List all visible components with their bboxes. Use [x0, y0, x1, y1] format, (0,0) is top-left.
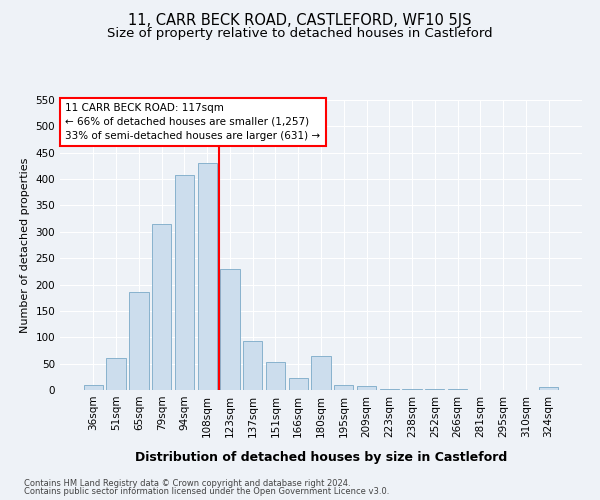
Bar	[334, 384, 353, 390]
Bar	[106, 358, 126, 390]
Bar	[129, 292, 149, 390]
Text: 11 CARR BECK ROAD: 117sqm
← 66% of detached houses are smaller (1,257)
33% of se: 11 CARR BECK ROAD: 117sqm ← 66% of detac…	[65, 103, 320, 141]
Bar	[197, 164, 217, 390]
Bar	[84, 384, 103, 390]
Bar	[539, 388, 558, 390]
Text: 11, CARR BECK ROAD, CASTLEFORD, WF10 5JS: 11, CARR BECK ROAD, CASTLEFORD, WF10 5JS	[128, 12, 472, 28]
Text: Distribution of detached houses by size in Castleford: Distribution of detached houses by size …	[135, 451, 507, 464]
Text: Contains HM Land Registry data © Crown copyright and database right 2024.: Contains HM Land Registry data © Crown c…	[24, 478, 350, 488]
Text: Contains public sector information licensed under the Open Government Licence v3: Contains public sector information licen…	[24, 487, 389, 496]
Bar	[220, 268, 239, 390]
Bar	[311, 356, 331, 390]
Bar	[289, 378, 308, 390]
Bar	[175, 176, 194, 390]
Bar	[357, 386, 376, 390]
Bar	[266, 362, 285, 390]
Bar	[243, 342, 262, 390]
Y-axis label: Number of detached properties: Number of detached properties	[20, 158, 30, 332]
Text: Size of property relative to detached houses in Castleford: Size of property relative to detached ho…	[107, 28, 493, 40]
Bar	[152, 224, 172, 390]
